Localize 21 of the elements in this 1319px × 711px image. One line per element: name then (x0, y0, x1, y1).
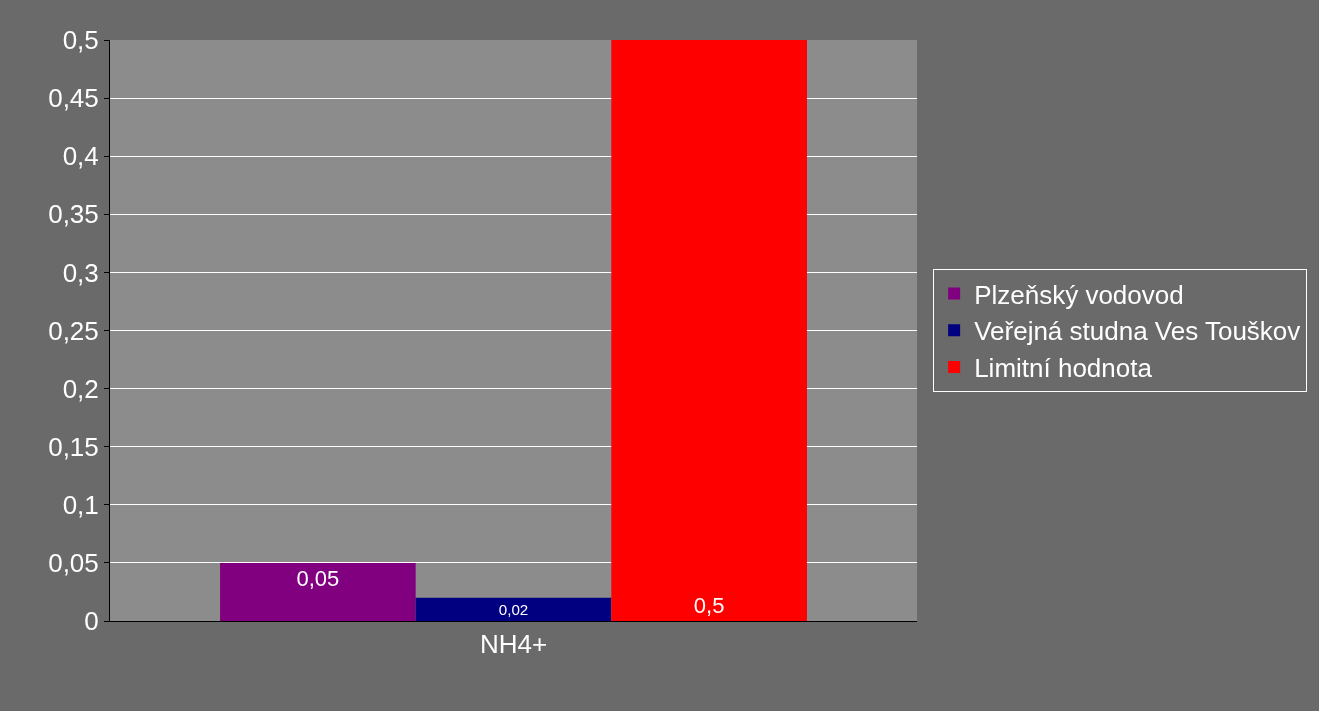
legend-label: Veřejná studna Ves Touškov (974, 316, 1301, 347)
y-tick-label: 0,2 (62, 373, 99, 404)
legend-label: Limitní hodnota (974, 353, 1153, 384)
y-tick-label: 0,5 (62, 25, 99, 56)
bar (415, 597, 612, 621)
data-label: 0,02 (498, 600, 529, 618)
y-tick-label: 0 (84, 606, 99, 637)
bar (220, 562, 416, 621)
y-tick-label: 0,45 (48, 83, 99, 114)
y-tick-label: 0,3 (62, 257, 99, 288)
y-tick-label: 0,25 (48, 315, 99, 346)
y-tick-label: 0,1 (62, 489, 99, 520)
y-tick-label: 0,05 (48, 548, 99, 578)
bar (611, 40, 807, 621)
data-label: 0,5 (693, 593, 725, 618)
y-tick-label: 0,35 (48, 199, 99, 230)
y-tick-label: 0,15 (48, 431, 99, 462)
x-tick-label: NH4+ (479, 629, 548, 660)
legend-label: Plzeňský vodovod (974, 279, 1184, 310)
data-label: 0,05 (296, 565, 340, 591)
y-tick-label: 0,4 (62, 141, 99, 172)
